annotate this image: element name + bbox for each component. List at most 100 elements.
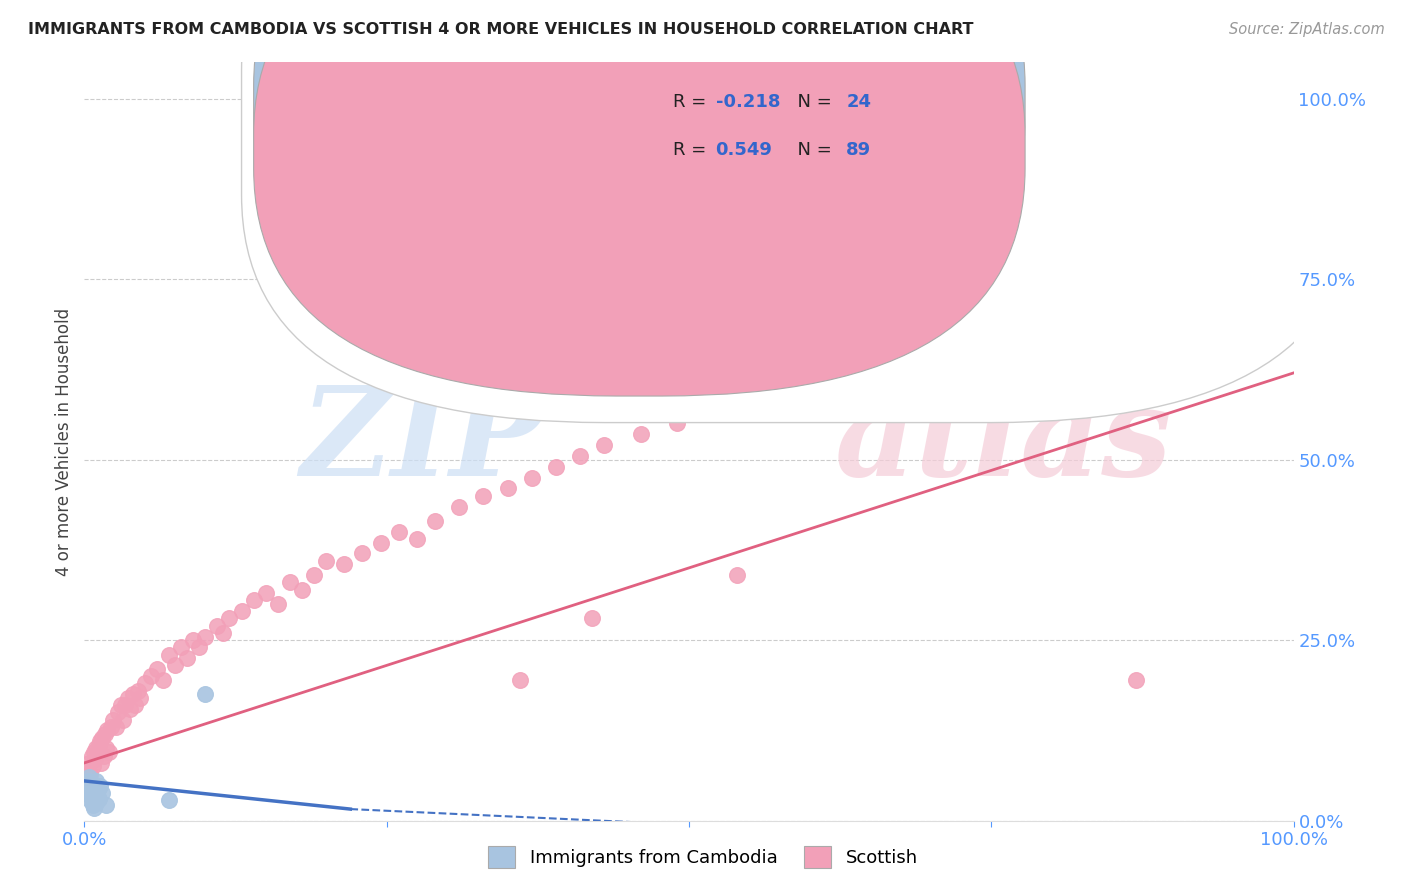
FancyBboxPatch shape bbox=[242, 0, 1354, 423]
Point bbox=[96, 723, 118, 738]
Point bbox=[83, 800, 105, 814]
Text: atlas: atlas bbox=[834, 381, 1171, 502]
Point bbox=[630, 427, 652, 442]
Point bbox=[569, 449, 592, 463]
Point bbox=[77, 789, 100, 803]
Point bbox=[83, 745, 105, 759]
Point bbox=[370, 535, 392, 549]
Text: IMMIGRANTS FROM CAMBODIA VS SCOTTISH 4 OR MORE VEHICLES IN HOUSEHOLD CORRELATION: IMMIGRANTS FROM CAMBODIA VS SCOTTISH 4 O… bbox=[28, 22, 973, 37]
Point bbox=[388, 524, 411, 539]
Point bbox=[423, 514, 446, 528]
Point bbox=[496, 482, 519, 496]
Point bbox=[1077, 301, 1099, 315]
Point bbox=[94, 741, 117, 756]
Point bbox=[449, 500, 471, 514]
Point bbox=[775, 380, 797, 394]
Text: ZIP: ZIP bbox=[299, 381, 544, 502]
Point bbox=[406, 532, 429, 546]
Point bbox=[82, 797, 104, 812]
Point bbox=[124, 698, 146, 712]
Point bbox=[77, 773, 100, 788]
Point bbox=[82, 759, 104, 773]
Point bbox=[165, 658, 187, 673]
Text: R =: R = bbox=[673, 93, 713, 111]
Point bbox=[79, 766, 101, 780]
Point bbox=[94, 727, 117, 741]
Point bbox=[1149, 283, 1171, 297]
Point bbox=[1114, 293, 1136, 308]
Point bbox=[254, 586, 277, 600]
Point bbox=[121, 687, 143, 701]
Point bbox=[79, 779, 101, 793]
Text: -0.218: -0.218 bbox=[716, 93, 780, 111]
Point bbox=[194, 687, 217, 701]
Point bbox=[129, 690, 152, 705]
Point bbox=[333, 558, 356, 572]
Point bbox=[920, 341, 942, 355]
Point bbox=[94, 797, 117, 812]
Point bbox=[181, 633, 204, 648]
Point bbox=[91, 731, 114, 745]
Point bbox=[846, 362, 869, 376]
Point bbox=[176, 651, 198, 665]
Point bbox=[212, 626, 235, 640]
Point bbox=[157, 648, 180, 662]
Point bbox=[82, 781, 104, 796]
Text: 24: 24 bbox=[846, 93, 872, 111]
Point bbox=[315, 554, 337, 568]
Point bbox=[79, 793, 101, 807]
Point bbox=[139, 669, 162, 683]
Point bbox=[352, 546, 374, 560]
Point bbox=[520, 470, 543, 484]
Point bbox=[544, 459, 567, 474]
Point bbox=[110, 698, 132, 712]
Point bbox=[84, 752, 107, 766]
Point bbox=[80, 790, 103, 805]
FancyBboxPatch shape bbox=[253, 0, 1025, 347]
Point bbox=[104, 720, 127, 734]
Point bbox=[231, 604, 253, 618]
Point bbox=[77, 770, 100, 784]
Point bbox=[509, 673, 531, 687]
Point bbox=[86, 741, 108, 756]
Point bbox=[242, 593, 264, 607]
Point bbox=[146, 662, 169, 676]
Point bbox=[87, 738, 110, 752]
Point bbox=[152, 673, 174, 687]
Point bbox=[1258, 258, 1281, 272]
Point bbox=[883, 351, 905, 366]
Point bbox=[472, 489, 495, 503]
Point bbox=[956, 334, 979, 348]
Point bbox=[90, 756, 112, 770]
Point bbox=[76, 770, 98, 784]
Point bbox=[194, 630, 217, 644]
Point bbox=[112, 713, 135, 727]
Point bbox=[207, 618, 229, 632]
Point bbox=[91, 786, 114, 800]
Point bbox=[77, 783, 100, 797]
Point bbox=[89, 779, 111, 793]
Point bbox=[107, 706, 129, 720]
Point bbox=[84, 788, 107, 802]
Point bbox=[170, 640, 193, 655]
Point bbox=[114, 698, 136, 712]
Text: 0.549: 0.549 bbox=[716, 141, 772, 159]
Point bbox=[1185, 276, 1208, 290]
Point bbox=[1028, 311, 1050, 326]
Point bbox=[1137, 110, 1160, 124]
Point bbox=[83, 785, 105, 799]
Point bbox=[267, 597, 290, 611]
Point bbox=[218, 611, 240, 625]
Point bbox=[80, 748, 103, 763]
Point bbox=[117, 690, 139, 705]
Text: N =: N = bbox=[786, 141, 837, 159]
Point bbox=[120, 702, 142, 716]
Point bbox=[89, 734, 111, 748]
Point bbox=[291, 582, 314, 597]
Point bbox=[93, 748, 115, 763]
Point bbox=[738, 391, 761, 405]
Point bbox=[77, 763, 100, 777]
Point bbox=[593, 438, 616, 452]
Point bbox=[1125, 673, 1147, 687]
Point bbox=[278, 575, 301, 590]
